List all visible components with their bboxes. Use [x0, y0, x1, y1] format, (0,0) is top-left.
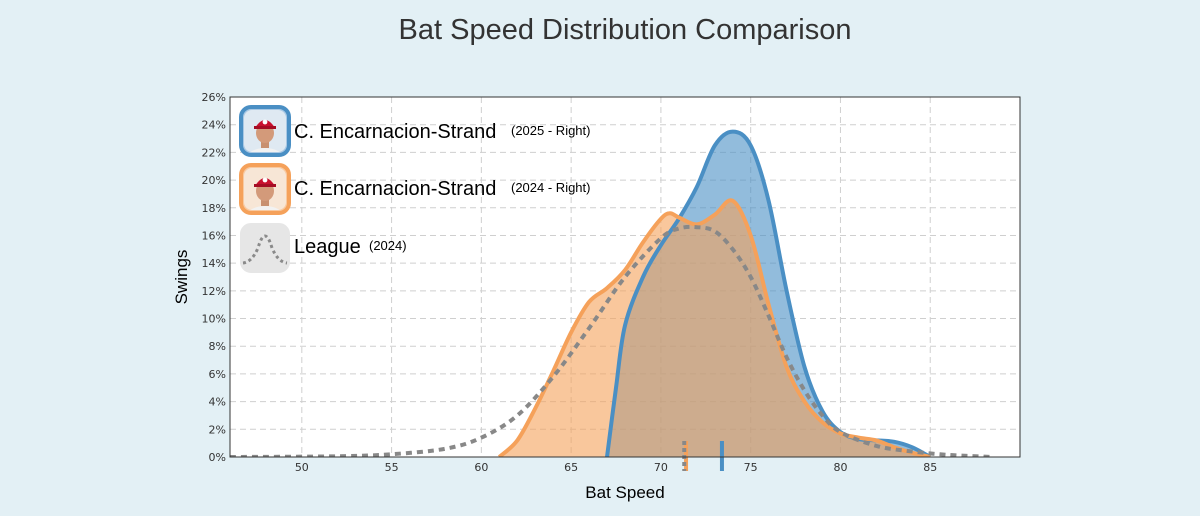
plot-frame	[229, 96, 1021, 458]
y-tick-label: 18%	[202, 202, 226, 215]
x-tick-labels: 50 55 60 65 70 75 80 85	[295, 461, 937, 474]
legend-detail-league: (2024)	[369, 238, 407, 253]
y-tick-label: 8%	[209, 340, 226, 353]
player-avatar-2025	[239, 105, 291, 157]
x-tick-label: 50	[295, 461, 309, 474]
y-tick-label: 10%	[202, 313, 226, 326]
legend-item-league: League (2024)	[240, 223, 407, 273]
y-tick-label: 2%	[209, 423, 226, 436]
y-tick-labels: 0% 2% 4% 6% 8% 10% 12% 14% 16% 18% 20% 22% 24% 26%	[202, 91, 226, 464]
y-tick-label: 6%	[209, 368, 226, 381]
y-tick-label: 4%	[209, 396, 226, 409]
legend-label-2025: C. Encarnacion-Strand	[294, 121, 496, 143]
x-tick-label: 65	[564, 461, 578, 474]
grid	[230, 96, 1020, 458]
x-tick-label: 75	[744, 461, 758, 474]
legend: C. Encarnacion-Strand (2025 - Right) C. …	[239, 105, 590, 273]
y-tick-label: 0%	[209, 451, 226, 464]
x-tick-label: 70	[654, 461, 668, 474]
league-distribution-icon	[240, 223, 290, 273]
y-tick-label: 14%	[202, 257, 226, 270]
x-tick-label: 55	[385, 461, 399, 474]
legend-item-2025: C. Encarnacion-Strand (2025 - Right)	[239, 105, 590, 157]
y-tick-label: 20%	[202, 174, 226, 187]
legend-label-2024: C. Encarnacion-Strand	[294, 178, 496, 200]
area-2024	[499, 200, 931, 457]
mean-markers	[682, 441, 724, 471]
y-tick-label: 12%	[202, 285, 226, 298]
x-axis-title: Bat Speed	[585, 483, 664, 502]
y-tick-label: 26%	[202, 91, 226, 104]
legend-item-2024: C. Encarnacion-Strand (2024 - Right)	[239, 163, 590, 215]
legend-detail-2025: (2025 - Right)	[511, 123, 590, 138]
legend-detail-2024: (2024 - Right)	[511, 180, 590, 195]
player-avatar-2024	[239, 163, 291, 215]
y-tick-label: 16%	[202, 229, 226, 242]
x-tick-label: 85	[923, 461, 937, 474]
x-tick-label: 80	[833, 461, 847, 474]
line-league	[230, 224, 994, 457]
chart-title: Bat Speed Distribution Comparison	[398, 14, 852, 46]
y-axis-title: Swings	[172, 250, 191, 305]
y-tick-label: 24%	[202, 119, 226, 132]
legend-label-league: League	[294, 236, 361, 258]
x-tick-label: 60	[474, 461, 488, 474]
density-areas	[230, 129, 994, 457]
y-tick-label: 22%	[202, 146, 226, 159]
